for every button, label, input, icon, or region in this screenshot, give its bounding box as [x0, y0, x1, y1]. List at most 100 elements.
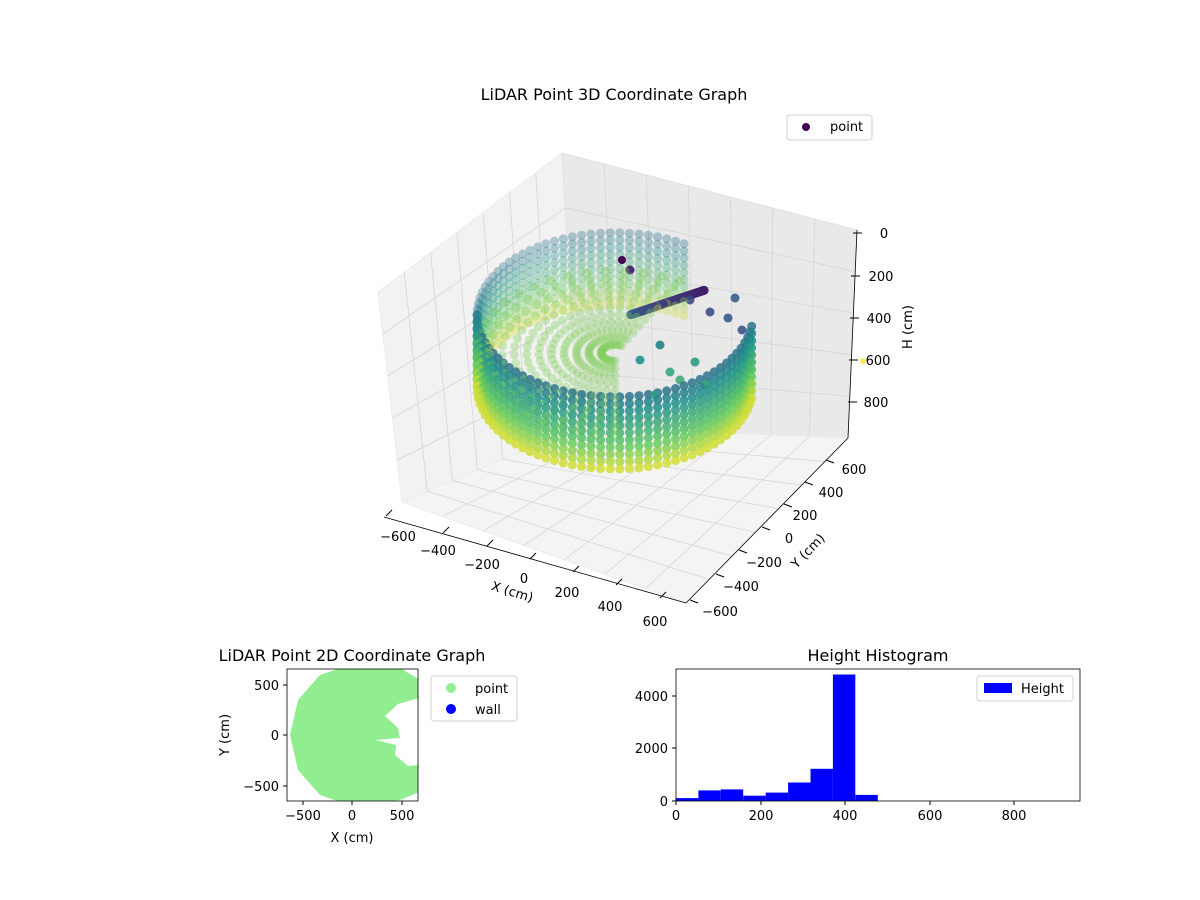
point [596, 391, 606, 401]
point [558, 255, 568, 265]
point [634, 441, 644, 451]
point [493, 317, 503, 327]
point [535, 356, 545, 366]
point [653, 402, 663, 412]
z-tick-label: 400 [867, 312, 892, 327]
point [570, 329, 580, 339]
point [525, 403, 535, 413]
point [518, 314, 528, 324]
point [573, 342, 582, 352]
point [525, 296, 535, 306]
point [563, 295, 573, 305]
point [550, 320, 560, 330]
point [605, 442, 615, 452]
point [525, 382, 535, 392]
point [643, 230, 653, 240]
point [596, 286, 606, 296]
point [615, 457, 625, 467]
point [477, 287, 487, 297]
point [634, 412, 644, 422]
point [653, 409, 663, 419]
y-axis-line [685, 437, 849, 604]
point [558, 284, 568, 294]
point [596, 348, 606, 358]
point [493, 274, 503, 284]
chart-2d-yticks: −500 0 500 [243, 679, 287, 795]
point [616, 333, 625, 343]
point [518, 421, 528, 431]
point [518, 249, 528, 259]
point [577, 302, 587, 312]
point [604, 295, 614, 305]
point [577, 462, 587, 472]
grid-line [502, 458, 779, 510]
point [577, 281, 587, 291]
point [679, 253, 689, 263]
point [596, 428, 606, 437]
point [577, 454, 587, 464]
point [596, 464, 606, 474]
point [484, 276, 494, 286]
point [577, 389, 587, 399]
point [583, 331, 593, 341]
point [551, 299, 561, 309]
point [598, 344, 608, 354]
point [614, 318, 624, 327]
point [550, 427, 559, 437]
point [620, 266, 630, 276]
point [533, 378, 543, 388]
point [473, 298, 483, 308]
point [615, 464, 625, 474]
point [645, 292, 654, 301]
point [518, 385, 528, 395]
point [525, 281, 535, 291]
point [544, 325, 554, 335]
point [605, 435, 615, 445]
point [550, 456, 559, 466]
point [679, 403, 689, 412]
point [511, 439, 521, 449]
point [643, 288, 653, 298]
point [480, 303, 490, 313]
point [577, 404, 587, 414]
point [605, 250, 615, 259]
point [624, 236, 634, 245]
point [624, 250, 634, 260]
point [567, 278, 577, 288]
point [634, 244, 644, 253]
y-tick-label: −200 [746, 556, 782, 571]
point [615, 264, 625, 274]
point [577, 230, 587, 240]
point [518, 263, 528, 273]
point [504, 315, 514, 325]
point [653, 424, 663, 434]
point [671, 412, 680, 422]
point [695, 432, 705, 442]
point [596, 236, 606, 245]
point [605, 300, 615, 310]
point [498, 262, 508, 272]
point [493, 266, 503, 276]
point [525, 374, 535, 384]
point [586, 244, 596, 253]
point [586, 301, 596, 311]
point [541, 268, 551, 278]
point [498, 319, 508, 329]
point [566, 333, 576, 343]
point [577, 266, 587, 276]
histogram-bar [810, 768, 833, 801]
point [593, 384, 602, 394]
point [634, 456, 644, 465]
point [653, 438, 663, 448]
chart-2d: LiDAR Point 2D Coordinate Graph −500 0 5… [218, 646, 518, 846]
point [500, 332, 510, 341]
point [484, 327, 494, 337]
point [577, 336, 586, 346]
point [558, 306, 568, 316]
point [575, 326, 584, 336]
point [601, 385, 611, 395]
y-tick-label: 0 [660, 795, 668, 810]
point [596, 347, 606, 357]
point [525, 432, 535, 442]
point [624, 428, 634, 437]
